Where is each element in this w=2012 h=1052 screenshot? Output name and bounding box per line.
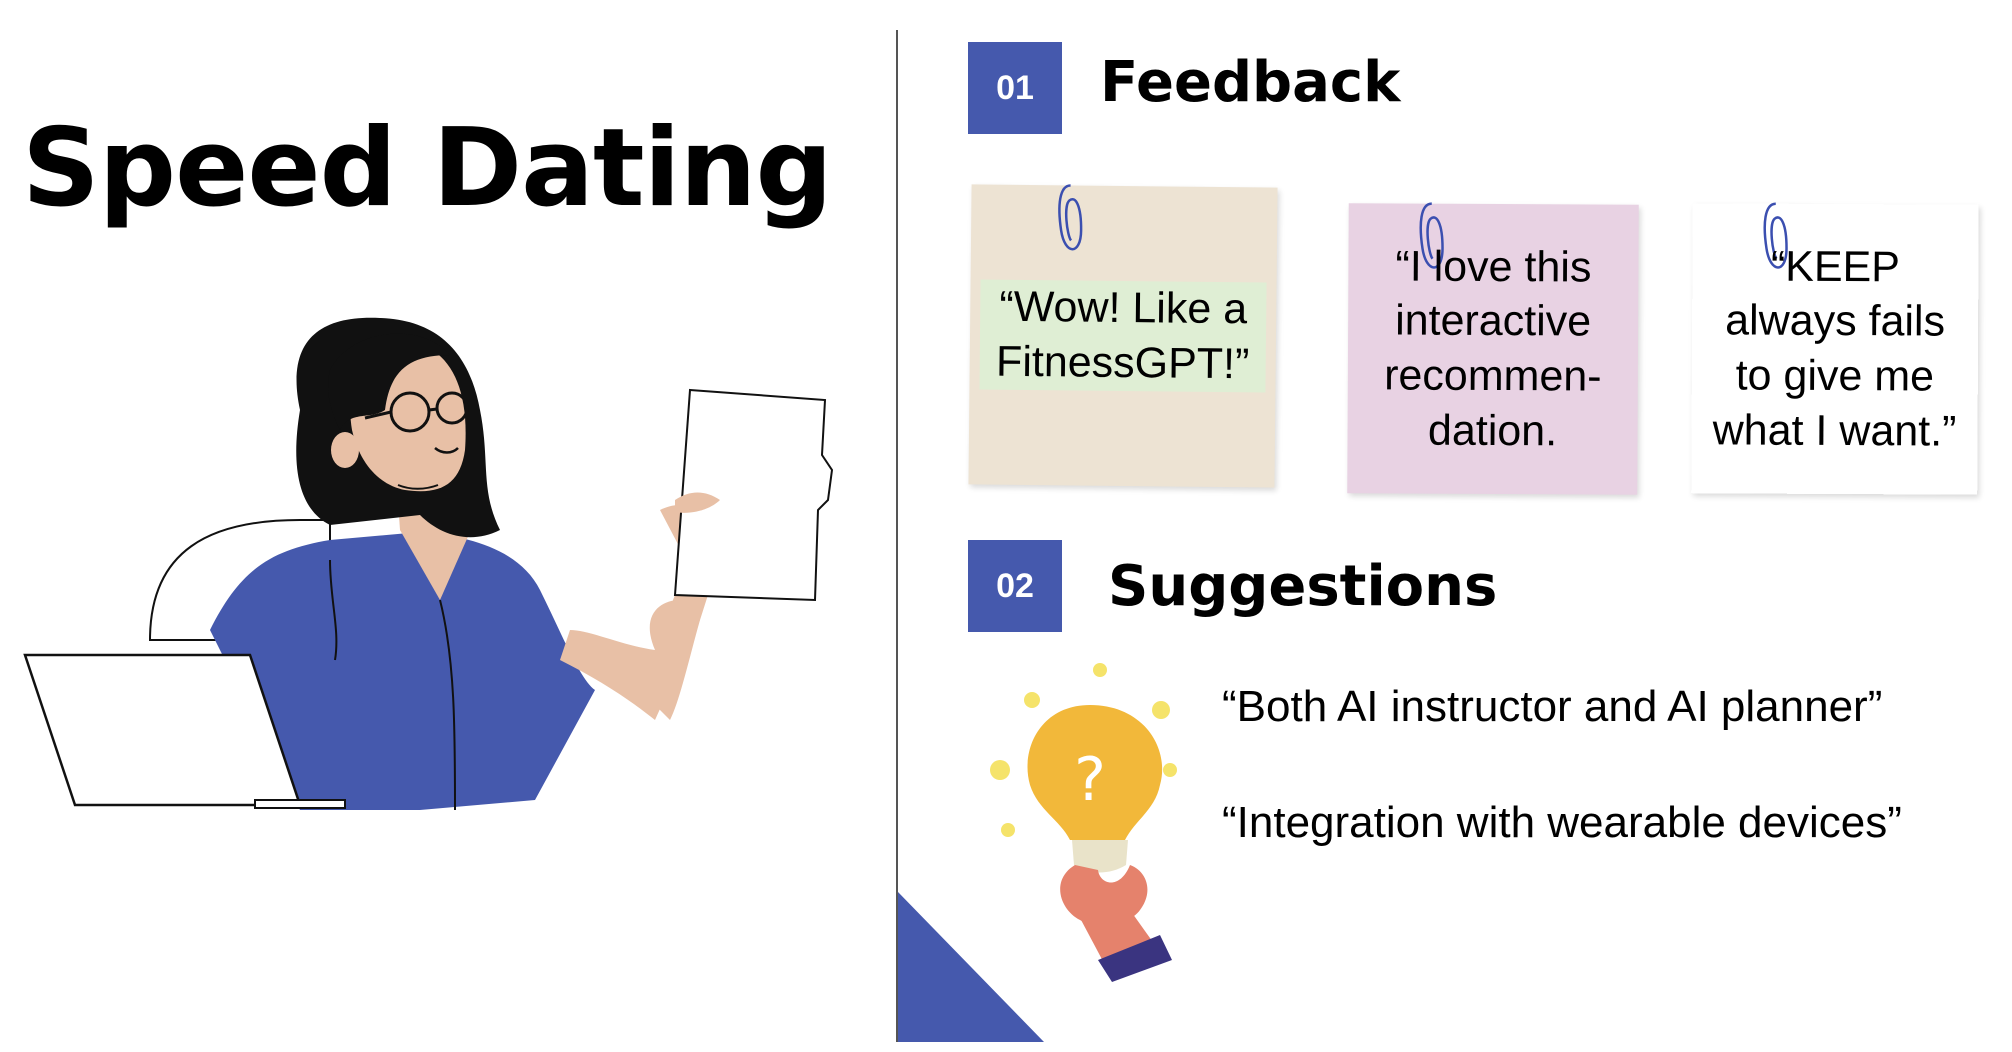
paperclip-icon	[1058, 184, 1083, 251]
vertical-divider	[896, 30, 898, 1042]
feedback-note-3: “KEEP always fails to give me what I wan…	[1691, 202, 1979, 494]
feedback-note-1: “Wow! Like a FitnessGPT!”	[968, 184, 1278, 488]
section-heading-suggestions: Suggestions	[1108, 554, 1498, 619]
section-badge-01: 01	[968, 42, 1062, 134]
woman-with-laptop-illustration	[23, 317, 834, 811]
section-heading-feedback: Feedback	[1100, 50, 1401, 115]
suggestion-item: “Both AI instructor and AI planner”	[1222, 682, 1883, 731]
feedback-note-text: “KEEP always fails to give me what I wan…	[1712, 242, 1957, 456]
feedback-note-2: “I love this interactive recommen-dation…	[1347, 202, 1639, 495]
lightbulb-question-icon: ?	[990, 663, 1177, 982]
feedback-note-text: “Wow! Like a FitnessGPT!”	[979, 279, 1267, 393]
page-title: Speed Dating	[22, 106, 833, 231]
suggestion-item: “Integration with wearable devices”	[1222, 798, 1902, 847]
feedback-note-text: “I love this interactive recommen-dation…	[1384, 242, 1602, 455]
paperclip-icon	[1419, 202, 1444, 269]
paperclip-icon	[1763, 202, 1788, 269]
svg-text:?: ?	[1074, 745, 1106, 815]
corner-triangle-decoration	[898, 892, 1044, 1042]
section-badge-02: 02	[968, 540, 1062, 632]
